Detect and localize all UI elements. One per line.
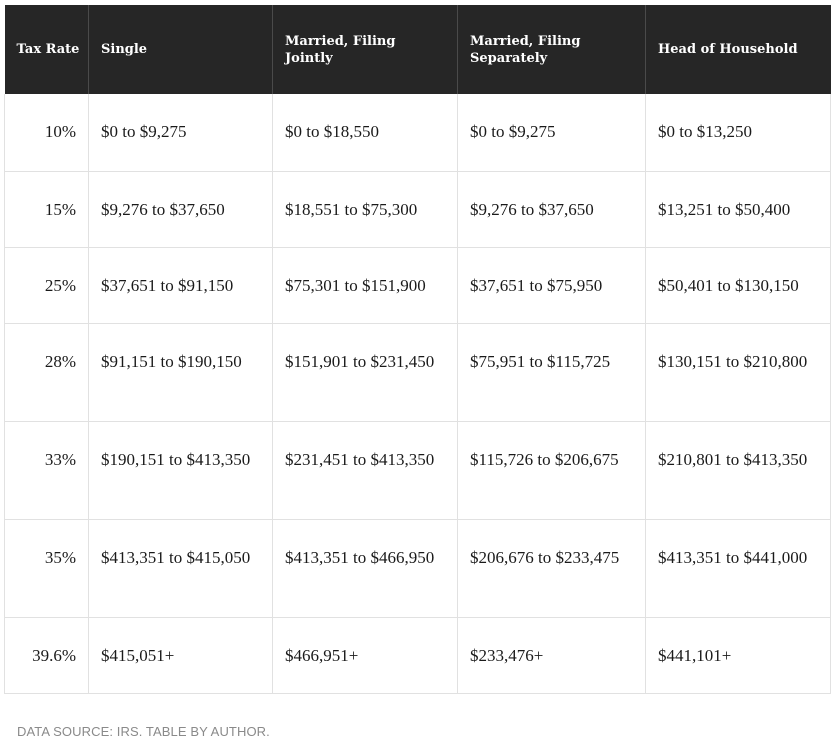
married-separately-cell: $115,726 to $206,675 xyxy=(457,421,646,520)
table-row: 39.6% $415,051+ $466,951+ $233,476+ $441… xyxy=(4,617,831,694)
single-cell: $9,276 to $37,650 xyxy=(88,171,273,248)
table-row: 35% $413,351 to $415,050 $413,351 to $46… xyxy=(4,519,831,618)
single-cell: $91,151 to $190,150 xyxy=(88,323,273,422)
married-separately-cell: $9,276 to $37,650 xyxy=(457,171,646,248)
rate-cell: 39.6% xyxy=(4,617,89,694)
table-header-row: Tax Rate Single Married, Filing Jointly … xyxy=(4,5,831,94)
single-cell: $415,051+ xyxy=(88,617,273,694)
head-of-household-cell: $50,401 to $130,150 xyxy=(645,247,831,324)
table-row: 25% $37,651 to $91,150 $75,301 to $151,9… xyxy=(4,247,831,324)
table-row: 15% $9,276 to $37,650 $18,551 to $75,300… xyxy=(4,171,831,248)
rate-cell: 15% xyxy=(4,171,89,248)
single-cell: $190,151 to $413,350 xyxy=(88,421,273,520)
single-cell: $0 to $9,275 xyxy=(88,94,273,172)
married-jointly-cell: $413,351 to $466,950 xyxy=(272,519,458,618)
head-of-household-cell: $0 to $13,250 xyxy=(645,94,831,172)
married-jointly-cell: $466,951+ xyxy=(272,617,458,694)
header-married-filing-separately: Married, Filing Separately xyxy=(457,5,646,94)
married-jointly-cell: $18,551 to $75,300 xyxy=(272,171,458,248)
head-of-household-cell: $130,151 to $210,800 xyxy=(645,323,831,422)
married-separately-cell: $0 to $9,275 xyxy=(457,94,646,172)
tax-brackets-table: Tax Rate Single Married, Filing Jointly … xyxy=(4,5,831,694)
married-separately-cell: $233,476+ xyxy=(457,617,646,694)
married-jointly-cell: $0 to $18,550 xyxy=(272,94,458,172)
rate-cell: 25% xyxy=(4,247,89,324)
table-row: 28% $91,151 to $190,150 $151,901 to $231… xyxy=(4,323,831,422)
rate-cell: 28% xyxy=(4,323,89,422)
table-row: 33% $190,151 to $413,350 $231,451 to $41… xyxy=(4,421,831,520)
single-cell: $413,351 to $415,050 xyxy=(88,519,273,618)
married-jointly-cell: $75,301 to $151,900 xyxy=(272,247,458,324)
married-separately-cell: $37,651 to $75,950 xyxy=(457,247,646,324)
header-tax-rate: Tax Rate xyxy=(4,5,89,94)
table-row: 10% $0 to $9,275 $0 to $18,550 $0 to $9,… xyxy=(4,94,831,172)
married-jointly-cell: $151,901 to $231,450 xyxy=(272,323,458,422)
head-of-household-cell: $13,251 to $50,400 xyxy=(645,171,831,248)
data-source-caption: DATA SOURCE: IRS. TABLE BY AUTHOR. xyxy=(17,724,270,739)
header-head-of-household: Head of Household xyxy=(645,5,831,94)
header-married-filing-jointly: Married, Filing Jointly xyxy=(272,5,458,94)
header-single: Single xyxy=(88,5,273,94)
single-cell: $37,651 to $91,150 xyxy=(88,247,273,324)
rate-cell: 10% xyxy=(4,94,89,172)
married-jointly-cell: $231,451 to $413,350 xyxy=(272,421,458,520)
married-separately-cell: $75,951 to $115,725 xyxy=(457,323,646,422)
head-of-household-cell: $210,801 to $413,350 xyxy=(645,421,831,520)
head-of-household-cell: $413,351 to $441,000 xyxy=(645,519,831,618)
married-separately-cell: $206,676 to $233,475 xyxy=(457,519,646,618)
rate-cell: 33% xyxy=(4,421,89,520)
rate-cell: 35% xyxy=(4,519,89,618)
head-of-household-cell: $441,101+ xyxy=(645,617,831,694)
